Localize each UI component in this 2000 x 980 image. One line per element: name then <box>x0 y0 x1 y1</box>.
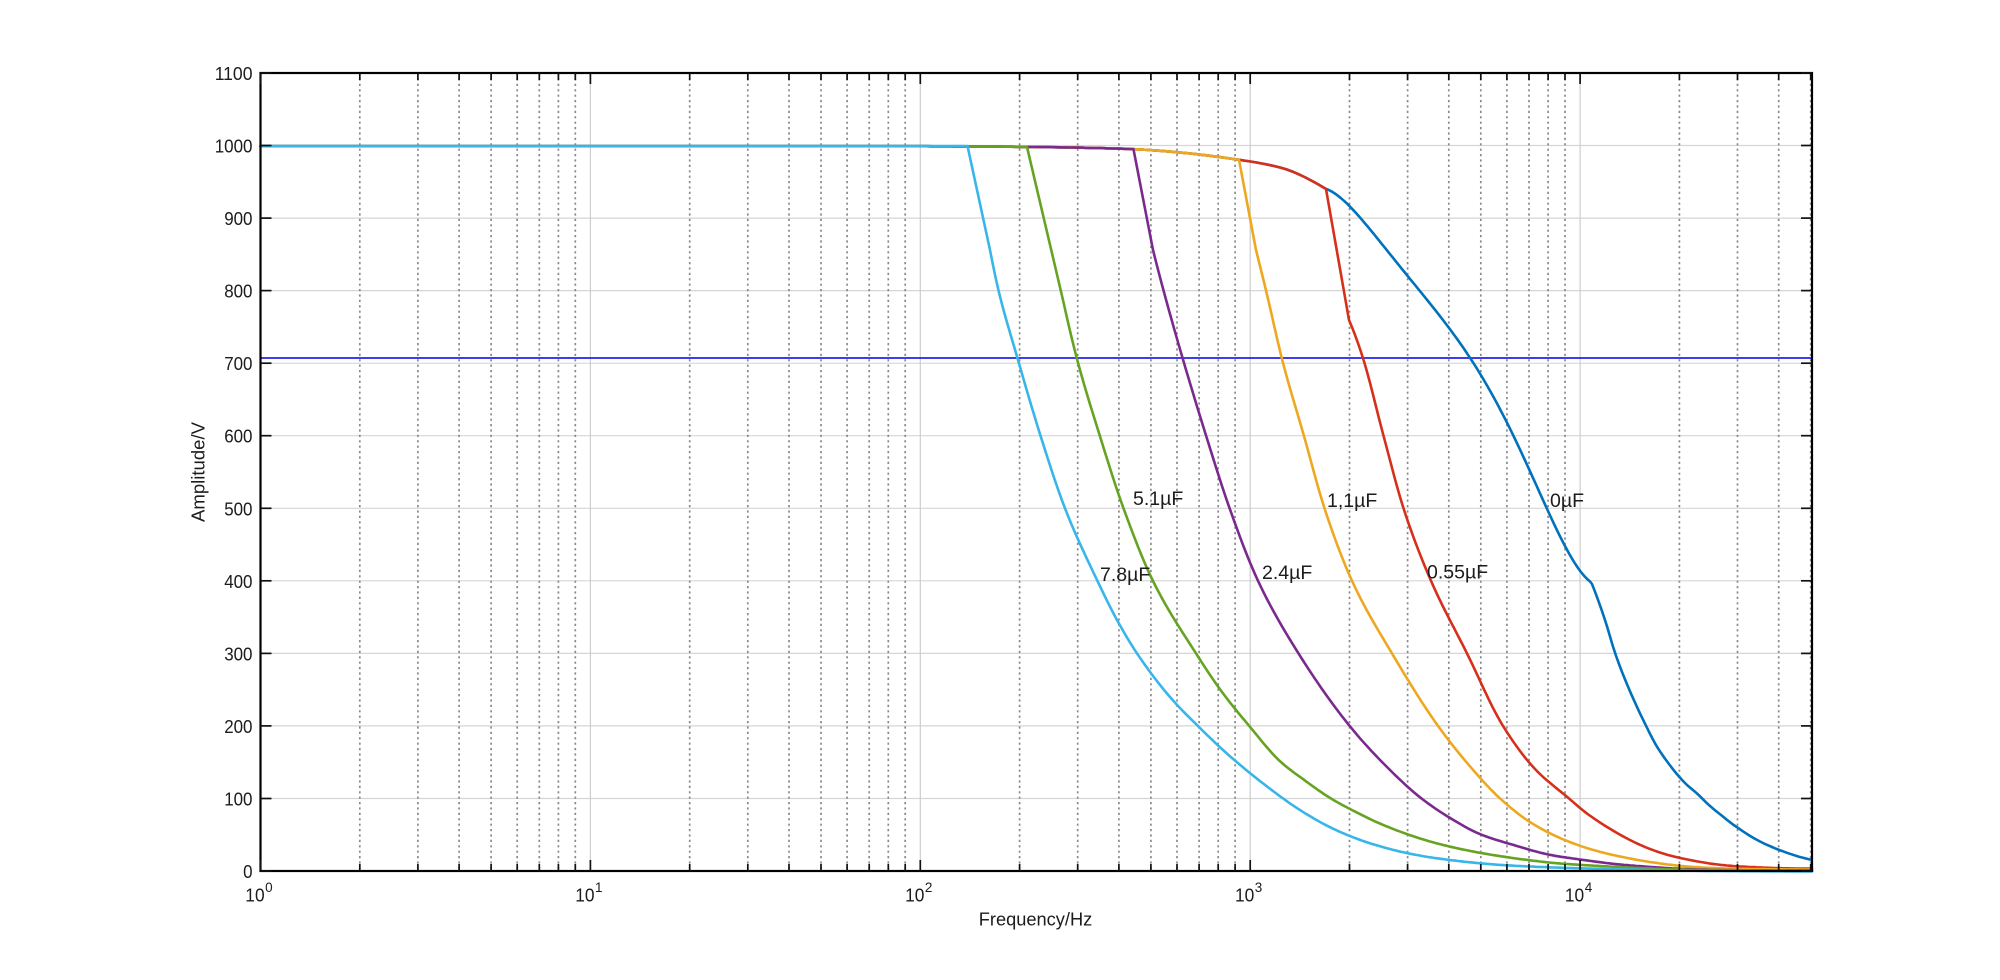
svg-text:10: 10 <box>245 885 264 905</box>
svg-text:800: 800 <box>224 282 252 302</box>
svg-text:700: 700 <box>224 354 252 374</box>
svg-text:0.55µF: 0.55µF <box>1427 562 1488 584</box>
svg-text:3: 3 <box>1255 880 1263 895</box>
svg-text:Frequency/Hz: Frequency/Hz <box>979 909 1093 930</box>
svg-text:0: 0 <box>265 880 273 895</box>
svg-text:100: 100 <box>224 790 252 810</box>
svg-text:10: 10 <box>905 885 924 905</box>
svg-text:2.4µF: 2.4µF <box>1262 562 1312 584</box>
svg-text:7.8µF: 7.8µF <box>1100 564 1150 586</box>
svg-text:500: 500 <box>224 499 252 519</box>
svg-text:4: 4 <box>1585 880 1593 895</box>
svg-text:2: 2 <box>925 880 933 895</box>
svg-text:10: 10 <box>1235 885 1254 905</box>
svg-text:1: 1 <box>595 880 603 895</box>
svg-text:Amplitude/V: Amplitude/V <box>188 421 209 522</box>
svg-text:400: 400 <box>224 572 252 592</box>
svg-text:10: 10 <box>575 885 594 905</box>
svg-text:200: 200 <box>224 717 252 737</box>
svg-text:1,1µF: 1,1µF <box>1327 490 1377 512</box>
svg-text:0µF: 0µF <box>1550 490 1584 512</box>
svg-text:1000: 1000 <box>215 137 253 157</box>
svg-text:1100: 1100 <box>215 64 253 84</box>
svg-text:10: 10 <box>1565 885 1584 905</box>
svg-text:900: 900 <box>224 209 252 229</box>
svg-text:0: 0 <box>243 862 252 882</box>
svg-text:600: 600 <box>224 427 252 447</box>
svg-text:5.1µF: 5.1µF <box>1133 488 1183 510</box>
svg-text:300: 300 <box>224 644 252 664</box>
